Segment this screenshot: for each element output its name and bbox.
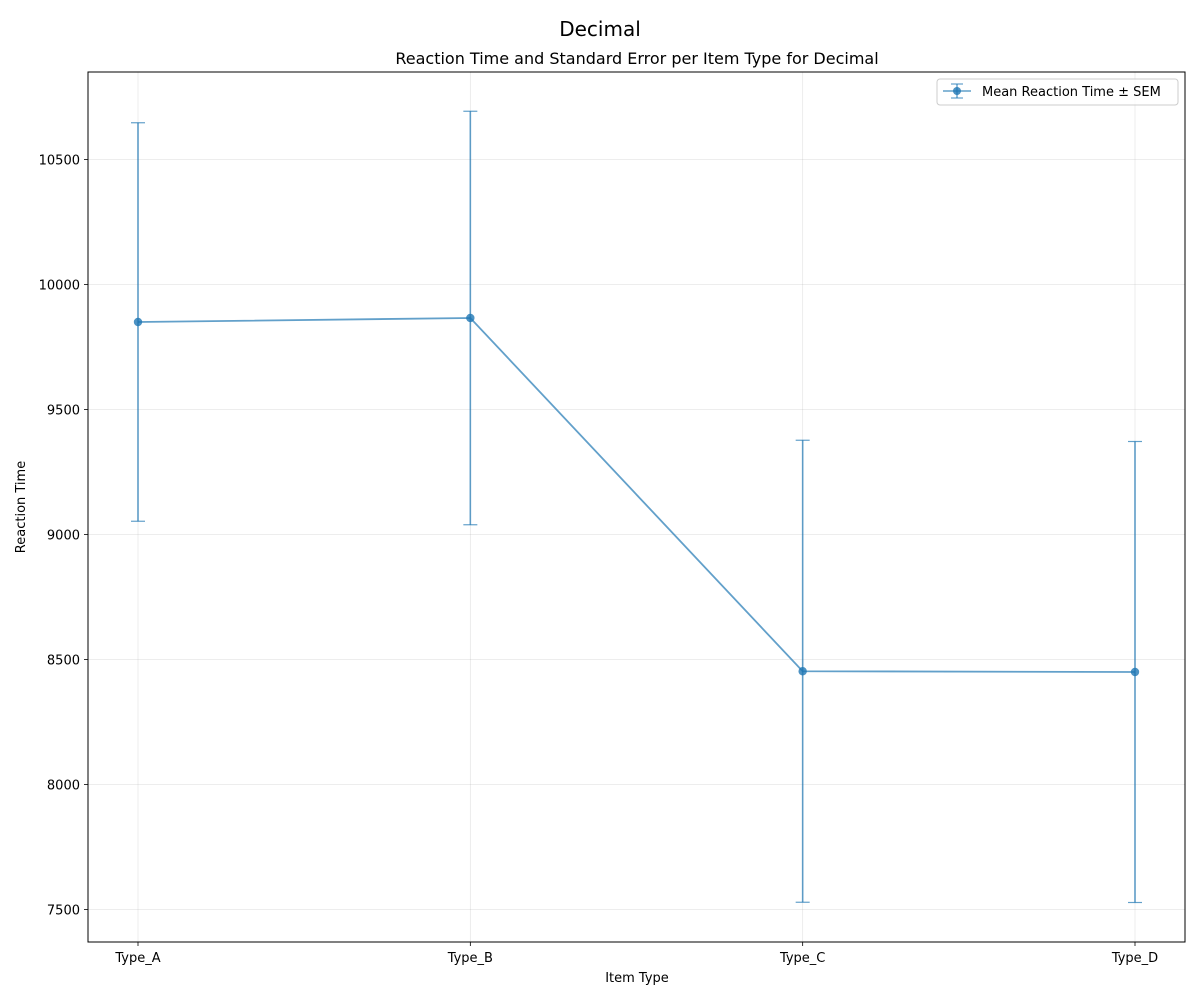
data-point: [1130, 667, 1140, 677]
x-axis-label: Item Type: [605, 971, 669, 986]
chart-title: Reaction Time and Standard Error per Ite…: [395, 49, 878, 68]
y-tick-label: 8500: [47, 654, 80, 669]
legend-box: [936, 78, 1179, 106]
x-tick-label: Type_C: [779, 951, 825, 966]
y-tick-label: 8000: [47, 779, 80, 794]
data-point: [798, 667, 807, 676]
y-tick-label: 10500: [39, 154, 80, 169]
legend-marker: [953, 87, 961, 95]
y-axis-label: Reaction Time: [14, 461, 29, 553]
y-tick-label: 9500: [47, 404, 80, 419]
series-line: [137, 317, 1136, 673]
y-tick-label: 9000: [47, 529, 80, 544]
axis-layer: Type_A Type_B Type_C Type_D 7500 8000 8500 9000…: [39, 154, 1159, 967]
data-point: [466, 313, 475, 323]
y-tick-label: 10000: [39, 279, 80, 294]
data-layer: [131, 110, 1142, 904]
x-tick-label: Type_B: [447, 951, 493, 966]
plot-frame: [87, 71, 1186, 943]
legend-label: Mean Reaction Time ± SEM: [982, 85, 1161, 100]
x-tick-label: Type_A: [114, 951, 160, 966]
figure-suptitle: Decimal: [559, 17, 641, 41]
x-tick-label: Type_D: [1111, 951, 1158, 966]
grid-layer: [88, 72, 1185, 942]
y-tick-label: 7500: [47, 904, 80, 919]
data-point: [133, 317, 143, 327]
legend: Mean Reaction Time ± SEM: [936, 78, 1179, 106]
